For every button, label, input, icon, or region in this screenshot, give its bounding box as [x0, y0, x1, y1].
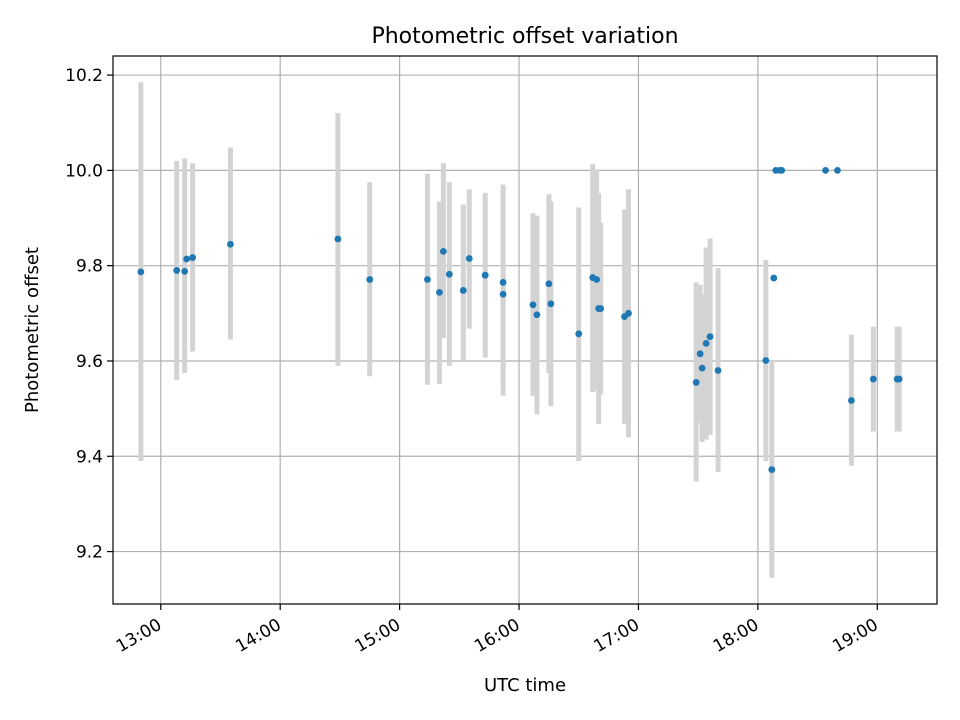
grid-layer [113, 56, 937, 604]
data-point [533, 311, 541, 319]
data-point [834, 166, 841, 174]
plot-frame [112, 55, 938, 605]
data-point [439, 247, 447, 255]
data-point [334, 235, 342, 243]
data-point [529, 301, 537, 309]
data-point [597, 305, 605, 312]
data-point [778, 166, 786, 174]
data-point [481, 271, 489, 279]
data-point [545, 280, 553, 288]
data-point [625, 309, 632, 317]
data-point [465, 255, 473, 262]
point-layer [137, 166, 903, 474]
y-axis-label: Photometric offset [22, 247, 43, 413]
data-point [762, 357, 770, 364]
data-point [424, 276, 431, 283]
data-point [768, 466, 776, 474]
data-point [181, 267, 189, 275]
data-point [770, 274, 778, 282]
chart-title: Photometric offset variation [371, 24, 678, 49]
data-point [869, 375, 877, 383]
data-point [895, 375, 903, 383]
data-point [137, 268, 145, 276]
y-tick-label: 9.8 [76, 257, 103, 277]
y-axis-ticks: 9.2 9.4 9.6 9.8 10.0 10.2 [65, 66, 113, 563]
data-point [227, 240, 234, 248]
data-point [459, 287, 467, 294]
data-point [366, 276, 374, 283]
data-point [173, 267, 181, 274]
data-point [822, 166, 829, 174]
data-point [702, 339, 710, 347]
data-point [575, 330, 583, 338]
data-point [499, 290, 507, 298]
data-point [698, 364, 706, 372]
data-point [436, 288, 443, 296]
data-point [189, 254, 197, 261]
y-tick-label: 10.2 [65, 66, 103, 86]
y-tick-label: 9.2 [76, 543, 103, 563]
x-axis-label: UTC time [484, 675, 566, 696]
data-point [848, 397, 855, 404]
data-point [593, 276, 601, 283]
data-point [714, 367, 722, 374]
y-tick-label: 9.6 [76, 352, 103, 372]
data-point [445, 270, 453, 278]
data-point [183, 255, 191, 263]
data-point [499, 278, 507, 286]
data-point [692, 379, 700, 386]
y-tick-label: 10.0 [65, 161, 103, 181]
y-tick-label: 9.4 [76, 447, 103, 467]
data-point [696, 350, 704, 358]
data-point [706, 333, 714, 341]
data-point [547, 300, 555, 308]
